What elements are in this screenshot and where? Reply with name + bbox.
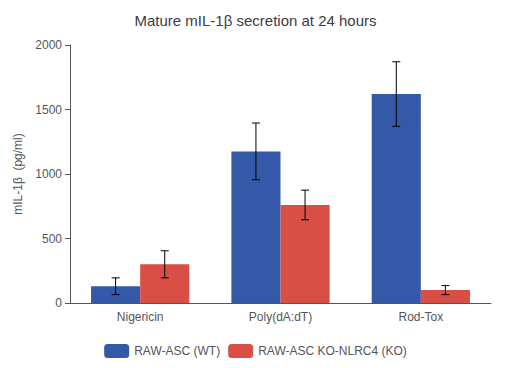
svg-text:1500: 1500 (35, 103, 62, 117)
svg-text:2000: 2000 (35, 38, 62, 52)
svg-text:Poly(dA:dT): Poly(dA:dT) (249, 310, 312, 324)
svg-text:Mature mIL-1β secretion at 24: Mature mIL-1β secretion at 24 hours (134, 12, 376, 29)
svg-text:500: 500 (42, 232, 62, 246)
svg-text:0: 0 (55, 296, 62, 310)
svg-text:mIL-1β (pg/ml): mIL-1β (pg/ml) (11, 133, 25, 215)
svg-text:Rod-Tox: Rod-Tox (398, 310, 443, 324)
svg-text:RAW-ASC (WT): RAW-ASC (WT) (134, 344, 220, 358)
svg-text:RAW-ASC KO-NLRC4 (KO): RAW-ASC KO-NLRC4 (KO) (258, 344, 407, 358)
svg-text:Nigericin: Nigericin (117, 310, 164, 324)
svg-text:1000: 1000 (35, 167, 62, 181)
